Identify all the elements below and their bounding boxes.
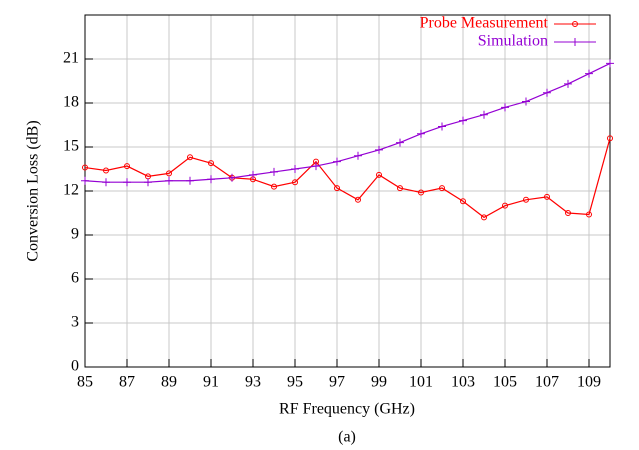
x-tick-label: 109	[577, 374, 601, 391]
x-tick-label: 89	[161, 374, 177, 391]
point	[187, 154, 193, 161]
point	[102, 178, 110, 187]
point	[144, 178, 152, 187]
point	[249, 170, 257, 179]
x-tick-label: 87	[119, 374, 135, 391]
point	[438, 122, 446, 131]
point	[565, 210, 571, 216]
y-tick-label: 21	[63, 50, 79, 67]
line	[84, 138, 611, 219]
point	[208, 160, 214, 167]
point	[292, 179, 298, 186]
point	[480, 110, 488, 119]
x-axis-label: RF Frequency (GHz)	[279, 401, 415, 418]
y-tick-label: 15	[63, 138, 79, 155]
x-tick-label: 91	[203, 374, 219, 391]
y-axis-label: Conversion Loss (dB)	[25, 120, 42, 261]
point	[607, 135, 613, 142]
point	[312, 162, 320, 171]
plot-frame	[84, 14, 611, 368]
point	[355, 196, 361, 203]
point	[82, 164, 88, 171]
x-tick-label: 85	[77, 374, 93, 391]
point	[270, 167, 278, 176]
y-tick-label: 6	[71, 270, 79, 287]
point	[543, 88, 551, 97]
point	[606, 59, 614, 68]
point	[418, 189, 424, 196]
point	[523, 196, 529, 203]
point	[439, 185, 445, 192]
x-tick-label: 103	[451, 374, 475, 391]
point	[333, 157, 341, 166]
x-tick-label: 95	[287, 374, 303, 391]
point	[271, 183, 277, 190]
x-tick-label: 107	[535, 374, 559, 391]
line	[84, 62, 611, 183]
legend-label: Probe Measurement	[420, 15, 549, 32]
legend-label: Simulation	[478, 33, 548, 50]
point	[354, 151, 362, 160]
x-tick-label: 97	[329, 374, 345, 391]
y-tick-label: 0	[71, 358, 79, 375]
point	[123, 178, 131, 187]
x-tick-label: 101	[409, 374, 433, 391]
point	[207, 175, 215, 184]
x-tick-label: 93	[245, 374, 261, 391]
x-tick-label: 99	[371, 374, 387, 391]
point	[103, 167, 109, 174]
point	[417, 129, 425, 138]
point	[396, 138, 404, 147]
y-tick-label: 18	[63, 94, 79, 111]
y-tick-label: 3	[71, 314, 79, 331]
point	[585, 69, 593, 78]
point	[291, 165, 299, 173]
point	[501, 103, 509, 112]
point	[375, 145, 383, 154]
y-tick-label: 9	[71, 226, 79, 243]
point	[397, 185, 403, 192]
point	[228, 173, 236, 182]
legend-marker	[572, 21, 578, 27]
point	[564, 79, 572, 88]
x-tick-label: 105	[493, 374, 517, 391]
point	[544, 193, 550, 200]
legend-marker	[571, 38, 579, 46]
point	[165, 176, 173, 185]
y-tick-label: 12	[63, 182, 79, 199]
point	[586, 211, 592, 218]
point	[186, 176, 194, 185]
point	[124, 163, 130, 170]
point	[459, 116, 467, 125]
point	[502, 202, 508, 209]
point	[376, 171, 382, 178]
point	[166, 170, 172, 177]
point	[334, 185, 340, 192]
caption: (a)	[338, 429, 356, 446]
point	[481, 214, 487, 221]
point	[81, 176, 89, 185]
point	[460, 198, 466, 205]
point	[522, 97, 530, 106]
